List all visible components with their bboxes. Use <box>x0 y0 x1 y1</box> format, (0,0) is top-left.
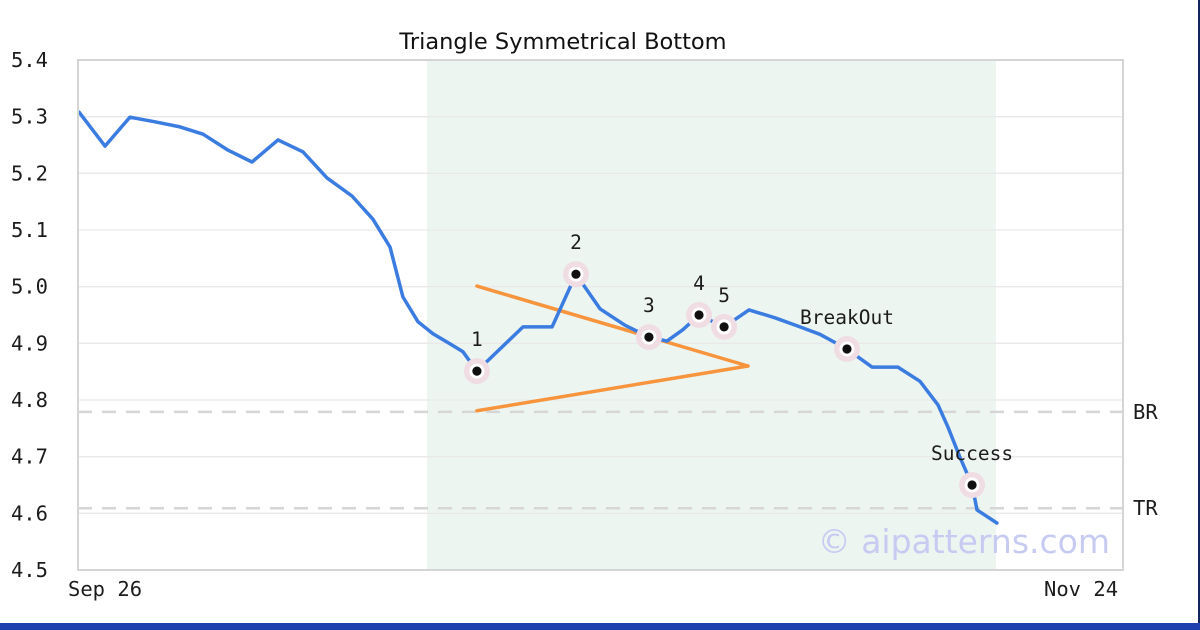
marker-label: 1 <box>471 328 483 351</box>
marker-1: 1 <box>463 328 490 385</box>
y-tick-label: 5.0 <box>11 275 48 299</box>
marker-label: Success <box>931 442 1013 465</box>
y-tick-label: 4.9 <box>11 331 48 355</box>
marker-label: 2 <box>570 231 582 254</box>
marker-dot <box>472 366 482 376</box>
y-tick-label: 4.8 <box>11 388 48 412</box>
marker-success: Success <box>931 442 1013 498</box>
marker-label: 5 <box>718 284 730 307</box>
level-label-tr: TR <box>1133 496 1158 520</box>
level-label-br: BR <box>1133 400 1158 424</box>
right-edge-border <box>1198 0 1200 630</box>
x-tick-label: Nov 24 <box>1044 577 1118 601</box>
y-tick-label: 5.4 <box>11 48 48 72</box>
chart-foreground-layer: 1 2 3 45 BreakOut Success 5.4 5.3 5.2 5.1 5.0 4.9 4.… <box>11 48 1158 601</box>
y-tick-label: 4.7 <box>11 445 48 469</box>
watermark: © aipatterns.com <box>818 522 1110 561</box>
chart-background-layer <box>78 60 1123 570</box>
plot-border <box>77 59 1124 571</box>
x-tick-label: Sep 26 <box>68 577 142 601</box>
marker-label: 4 <box>693 272 705 295</box>
marker-5: 5 <box>711 284 738 340</box>
price-line <box>77 110 999 525</box>
marker-breakout: BreakOut <box>800 306 894 362</box>
y-tick-label: 4.6 <box>11 501 48 525</box>
y-tick-label: 5.1 <box>11 218 48 242</box>
marker-dot <box>967 480 977 490</box>
marker-dot <box>694 310 704 320</box>
y-tick-label: 4.5 <box>11 558 48 582</box>
trendline-lower <box>475 364 750 413</box>
trendline-upper <box>475 284 750 368</box>
chart-title: Triangle Symmetrical Bottom <box>398 29 726 55</box>
marker-4: 4 <box>686 272 713 328</box>
y-tick-label: 5.2 <box>11 161 48 185</box>
marker-dot <box>842 344 852 354</box>
y-tick-label: 5.3 <box>11 105 48 129</box>
marker-dot <box>571 269 581 279</box>
marker-3: 3 <box>635 294 662 351</box>
marker-label: 3 <box>643 294 655 317</box>
marker-dot <box>644 332 654 342</box>
marker-2: 2 <box>562 231 589 288</box>
marker-dot <box>719 322 729 332</box>
marker-label: BreakOut <box>800 306 894 329</box>
bottom-accent-bar <box>0 623 1200 630</box>
